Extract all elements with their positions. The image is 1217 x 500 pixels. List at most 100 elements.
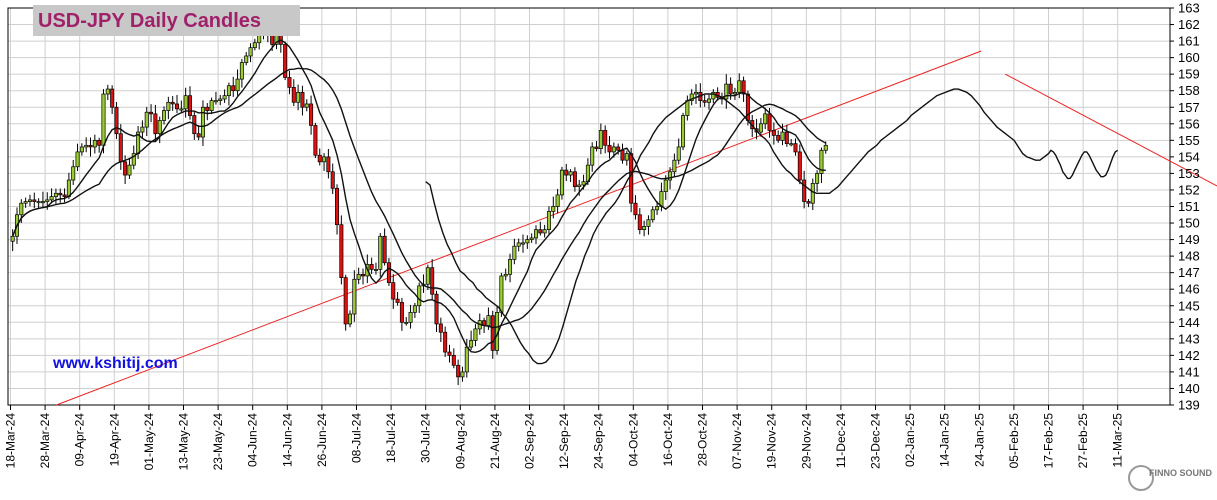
candle-up [296, 92, 301, 103]
x-tick-label: 08-Jul-24 [350, 413, 364, 463]
candle-up [200, 106, 205, 138]
candle-down [430, 267, 435, 295]
x-tick-label: 18-Mar-24 [4, 413, 18, 469]
candle-up [66, 179, 71, 197]
moving-average-9 [12, 39, 826, 354]
candle-up [581, 181, 586, 186]
candle-up [685, 100, 690, 116]
candle-down [395, 298, 400, 303]
candle-down [360, 273, 365, 277]
y-tick-label: 157 [1178, 100, 1200, 115]
y-tick-label: 153 [1178, 166, 1200, 181]
candle-down [317, 154, 322, 163]
x-tick-label: 13-May-24 [177, 413, 191, 471]
candle-up [512, 245, 517, 260]
candle-down [118, 133, 123, 163]
candle-up [23, 201, 28, 204]
x-tick-label: 24-Jan-25 [972, 413, 986, 467]
candle-up [226, 85, 231, 97]
candle-up [404, 321, 409, 324]
candle-up [650, 209, 655, 221]
candle-up [555, 194, 560, 207]
candle-up [529, 237, 534, 240]
x-tick-label: 24-Sep-24 [592, 413, 606, 469]
site-url[interactable]: www.kshitij.com [52, 355, 178, 372]
candle-down [767, 113, 772, 131]
candle-up [499, 275, 504, 313]
candle-down [382, 235, 387, 264]
x-tick-label: 19-Nov-24 [765, 413, 779, 469]
x-tick-label: 12-Sep-24 [557, 413, 571, 469]
candle-up [672, 159, 677, 173]
candle-up [166, 101, 171, 111]
candle-up [655, 206, 660, 211]
candle-up [92, 139, 97, 148]
candle-down [88, 144, 93, 148]
y-tick-label: 161 [1178, 34, 1200, 49]
candle-up [412, 305, 417, 313]
x-tick-label: 02-Sep-24 [523, 413, 537, 469]
x-tick-label: 26-Jun-24 [315, 413, 329, 467]
x-tick-label: 09-Aug-24 [453, 413, 467, 469]
candle-down [330, 171, 335, 189]
y-tick-label: 152 [1178, 182, 1200, 197]
candle-down [343, 277, 348, 325]
candle-up [425, 267, 430, 285]
candle-up [27, 199, 32, 202]
candle-up [222, 95, 227, 100]
candle-down [538, 229, 543, 234]
candle-down [149, 111, 154, 115]
candle-up [823, 144, 828, 151]
candle-up [642, 226, 647, 231]
x-axis: 18-Mar-24 28-Mar-24 09-Apr-24 19-Apr-24 01-M… [4, 405, 1125, 470]
candle-up [542, 229, 547, 234]
candle-down [205, 106, 210, 111]
candle-down [386, 262, 391, 283]
candle-up [598, 130, 603, 149]
candle-up [546, 211, 551, 231]
x-tick-label: 07-Nov-24 [730, 413, 744, 469]
candle-up [676, 146, 681, 161]
candle-down [335, 187, 340, 226]
x-tick-label: 28-Oct-24 [696, 413, 710, 467]
candle-up [533, 229, 538, 239]
x-tick-label: 19-Apr-24 [107, 413, 121, 467]
watermark: FINNO SOUND [1128, 465, 1213, 491]
candle-up [322, 156, 327, 163]
y-tick-label: 150 [1178, 216, 1200, 231]
candle-up [19, 202, 24, 216]
candle-down [58, 192, 63, 196]
y-tick-label: 155 [1178, 133, 1200, 148]
candle-down [456, 364, 461, 378]
candle-up [213, 100, 218, 103]
y-tick-label: 142 [1178, 348, 1200, 363]
candle-up [789, 143, 794, 146]
x-tick-label: 30-Jul-24 [419, 413, 433, 463]
candle-down [741, 80, 746, 95]
candle-down [451, 355, 456, 366]
candle-down [637, 214, 642, 231]
candle-up [53, 192, 58, 197]
projection-line [425, 88, 1119, 365]
candle-down [369, 264, 374, 270]
moving-averages [12, 39, 1119, 365]
candle-up [75, 151, 80, 168]
x-tick-label: 05-Feb-25 [1007, 413, 1021, 469]
candle-down [564, 169, 569, 176]
candle-up [45, 199, 50, 202]
candle-down [175, 103, 180, 110]
candle-up [10, 235, 15, 242]
candle-up [503, 273, 508, 277]
candle-up [525, 239, 530, 244]
candle-up [36, 201, 41, 204]
candle-up [473, 328, 478, 341]
candle-up [252, 42, 257, 49]
x-tick-label: 14-Jan-25 [938, 413, 952, 467]
candle-down [603, 130, 608, 146]
candle-up [694, 92, 699, 95]
candle-up [611, 146, 616, 153]
candle-up [183, 95, 188, 110]
candle-down [443, 331, 448, 353]
trend-lines [56, 50, 1217, 406]
